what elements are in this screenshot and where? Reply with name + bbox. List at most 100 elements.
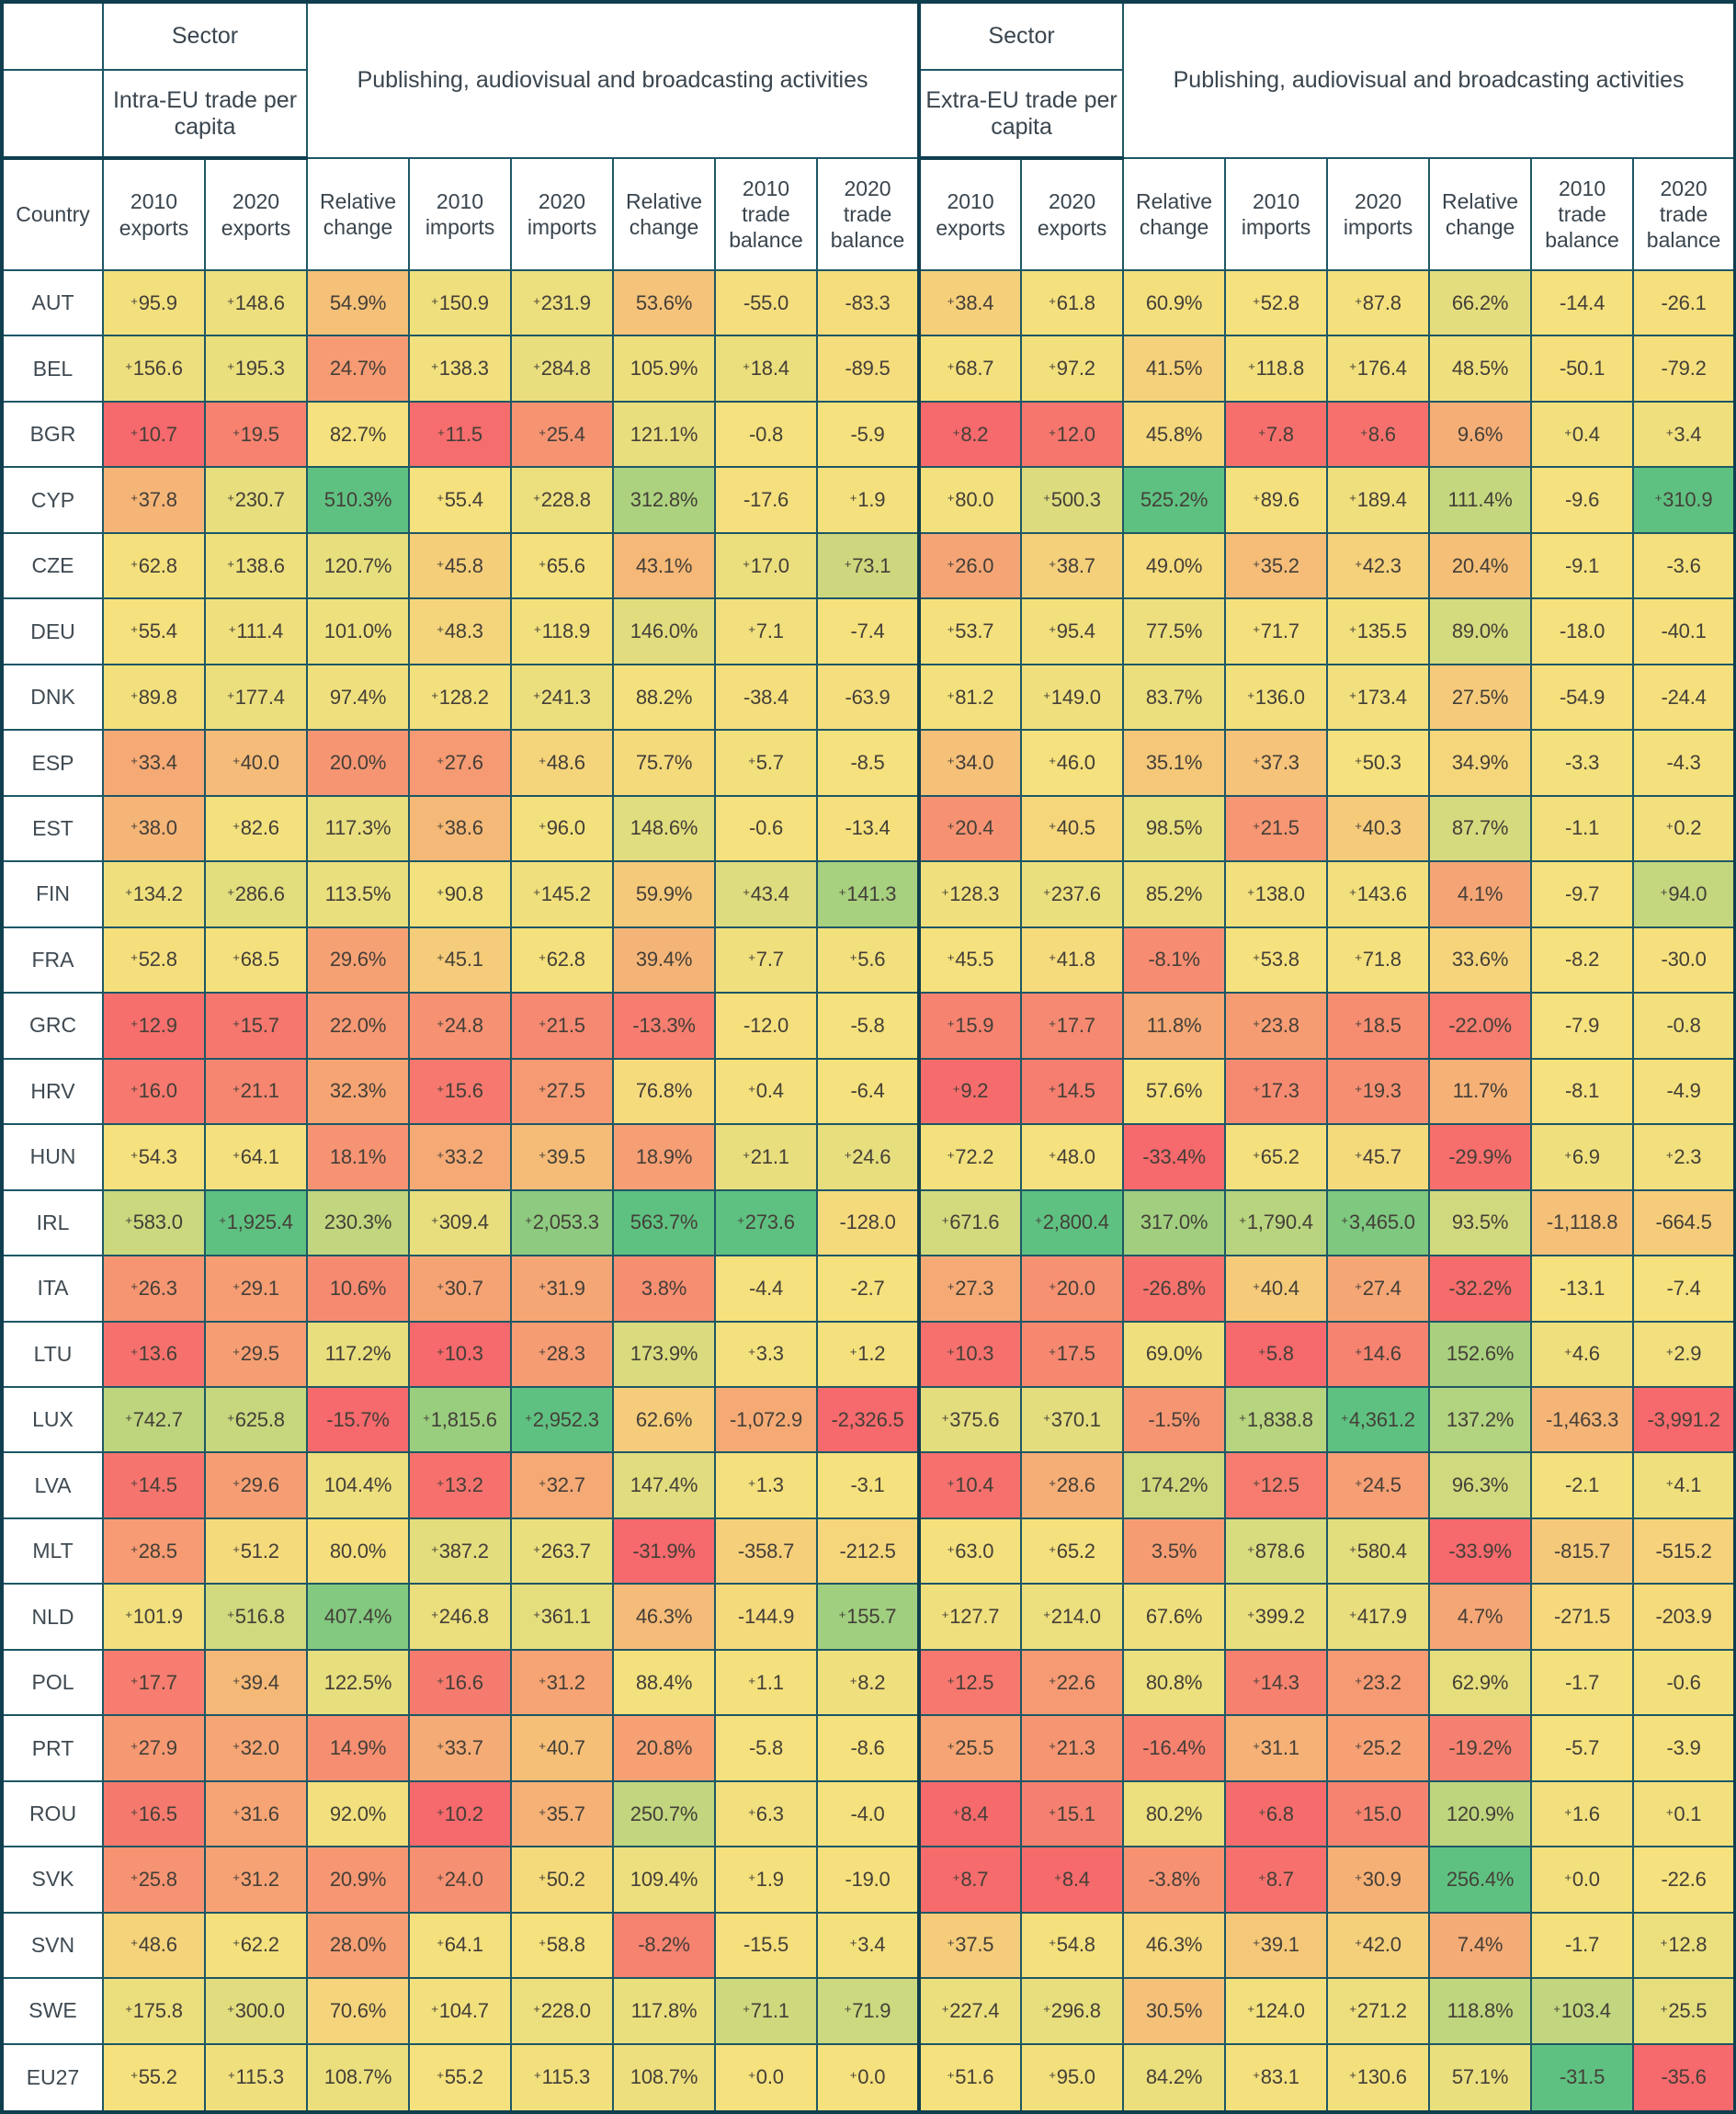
value-cell: +71.1: [714, 1977, 819, 2045]
plus-sign: +: [1049, 1082, 1056, 1097]
plus-sign: +: [849, 1936, 857, 1950]
plus-sign: +: [1258, 425, 1265, 439]
plus-sign: +: [1049, 293, 1056, 308]
plus-sign: +: [1355, 754, 1362, 768]
value-cell: +134.2: [102, 860, 206, 928]
value-cell: 62.6%: [612, 1385, 717, 1454]
value-cell: +95.9: [102, 268, 206, 337]
plus-sign: +: [533, 1541, 540, 1556]
plus-sign: +: [1035, 1213, 1042, 1228]
value-cell: 18.1%: [306, 1123, 411, 1191]
value-cell: +145.2: [510, 860, 615, 928]
value-cell: +65.6: [510, 531, 615, 600]
value-cell: -1.7: [1530, 1648, 1635, 1717]
scope-header-extra: Extra-EU trade per capita: [917, 69, 1125, 160]
plus-sign: +: [1341, 1410, 1348, 1425]
plus-sign: +: [227, 2001, 234, 2016]
value-cell: -9.1: [1530, 531, 1635, 600]
value-cell: -24.4: [1632, 663, 1736, 732]
plus-sign: +: [947, 2068, 955, 2083]
value-cell: +0.0: [1530, 1846, 1635, 1914]
value-cell: -358.7: [714, 1517, 819, 1586]
plus-sign: +: [1247, 1608, 1254, 1622]
value-cell: +83.1: [1224, 2042, 1329, 2114]
value-cell: 27.5%: [1428, 663, 1533, 732]
plus-sign: +: [1553, 2001, 1560, 2016]
value-cell: +21.1: [714, 1123, 819, 1191]
value-cell: -13.4: [816, 794, 921, 863]
plus-sign: +: [539, 1936, 546, 1950]
plus-sign: +: [437, 1279, 444, 1293]
value-cell: 53.6%: [612, 268, 717, 337]
plus-sign: +: [1349, 1608, 1356, 1622]
value-cell: +195.3: [203, 335, 309, 403]
value-cell: +4,361.2: [1326, 1385, 1431, 1454]
plus-sign: +: [1049, 1345, 1056, 1359]
scope-header-intra: Intra-EU trade per capita: [101, 69, 309, 160]
value-cell: +583.0: [102, 1188, 206, 1257]
value-cell: 97.4%: [306, 663, 411, 732]
plus-sign: +: [1665, 1476, 1674, 1491]
value-cell: +65.2: [1020, 1517, 1125, 1586]
value-cell: +39.4: [203, 1648, 309, 1717]
country-code: IRL: [1, 1188, 104, 1257]
plus-sign: +: [1349, 622, 1356, 637]
plus-sign: +: [1049, 2068, 1056, 2083]
plus-sign: +: [1253, 1476, 1260, 1491]
plus-sign: +: [130, 1016, 138, 1030]
plus-sign: +: [1049, 622, 1056, 637]
value-cell: +26.0: [917, 531, 1023, 600]
value-cell: -815.7: [1530, 1517, 1635, 1586]
value-cell: 407.4%: [306, 1583, 411, 1651]
plus-sign: +: [1253, 293, 1260, 308]
plus-sign: +: [227, 491, 234, 506]
value-cell: 152.6%: [1428, 1320, 1533, 1388]
plus-sign: +: [941, 1608, 949, 1622]
country-code: LVA: [1, 1451, 104, 1519]
value-cell: +15.0: [1326, 1779, 1431, 1848]
value-cell: +128.2: [408, 663, 513, 732]
value-cell: +40.5: [1020, 794, 1125, 863]
value-cell: +3.3: [714, 1320, 819, 1388]
value-cell: +138.3: [408, 335, 513, 403]
value-cell: 96.3%: [1428, 1451, 1533, 1519]
plus-sign: +: [1049, 425, 1056, 439]
plus-sign: +: [1564, 425, 1571, 439]
value-cell: +10.7: [102, 400, 206, 469]
value-cell: 11.8%: [1122, 992, 1227, 1060]
plus-sign: +: [130, 491, 138, 506]
plus-sign: +: [849, 1345, 857, 1359]
plus-sign: +: [1253, 556, 1260, 571]
value-cell: +61.8: [1020, 268, 1125, 337]
plus-sign: +: [1049, 950, 1056, 965]
value-cell: +51.6: [917, 2042, 1023, 2114]
plus-sign: +: [437, 1936, 444, 1950]
value-cell: +2.9: [1632, 1320, 1736, 1388]
plus-sign: +: [130, 1082, 138, 1097]
plus-sign: +: [533, 2001, 540, 2016]
value-cell: 57.6%: [1122, 1057, 1227, 1126]
country-code: PRT: [1, 1714, 104, 1782]
plus-sign: +: [748, 1673, 755, 1688]
value-cell: +127.7: [917, 1583, 1023, 1651]
plus-sign: +: [743, 359, 750, 374]
value-cell: +34.0: [917, 729, 1023, 797]
plus-sign: +: [233, 425, 240, 439]
value-cell: +40.0: [203, 729, 309, 797]
value-cell: +52.8: [1224, 268, 1329, 337]
value-cell: -8.5: [816, 729, 921, 797]
value-cell: 45.8%: [1122, 400, 1227, 469]
table-row: EST +38.0 +82.6 117.3% +38.6 +96.0 148.6% -0.6-…: [1, 794, 1736, 863]
plus-sign: +: [748, 2068, 755, 2083]
value-cell: 98.5%: [1122, 794, 1227, 863]
plus-sign: +: [947, 754, 955, 768]
plus-sign: +: [1355, 950, 1362, 965]
value-cell: 48.5%: [1428, 335, 1533, 403]
value-cell: -8.1%: [1122, 926, 1227, 994]
value-cell: +42.0: [1326, 1911, 1431, 1980]
plus-sign: +: [130, 754, 138, 768]
value-cell: 117.8%: [612, 1977, 717, 2045]
value-cell: -5.7: [1530, 1714, 1635, 1782]
plus-sign: +: [1349, 688, 1356, 702]
value-cell: +189.4: [1326, 466, 1431, 534]
